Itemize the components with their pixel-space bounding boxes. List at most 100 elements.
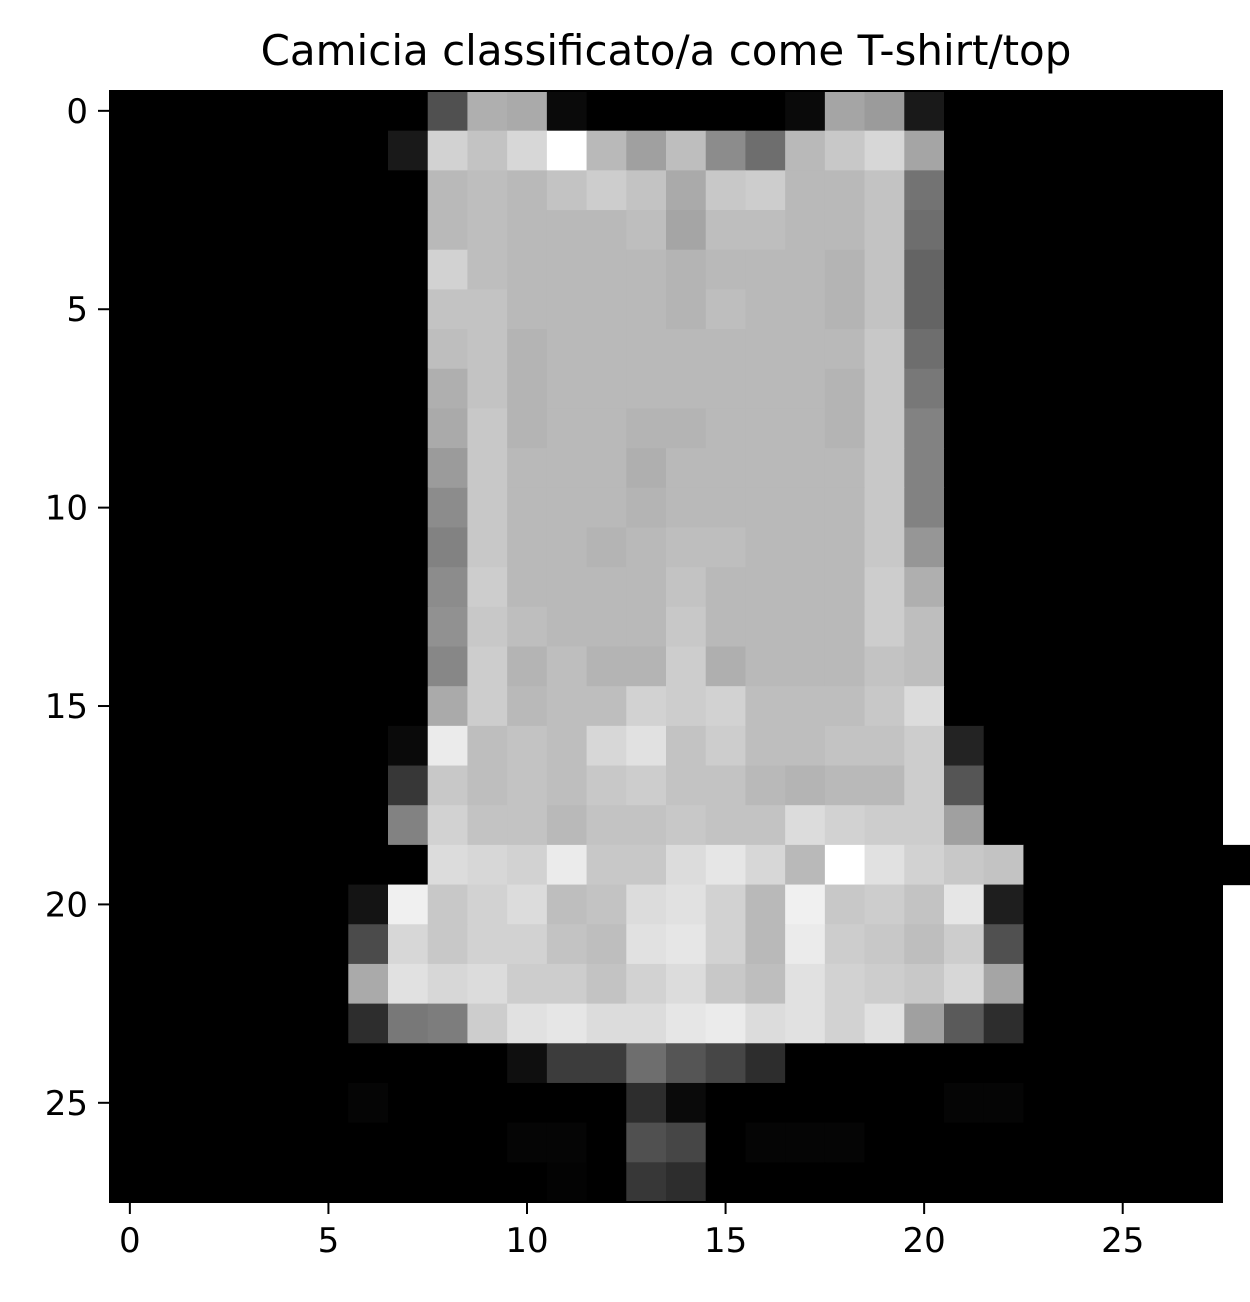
pixel-cell — [586, 170, 627, 211]
pixel-cell — [705, 1162, 747, 1203]
pixel-cell — [666, 1082, 707, 1124]
pixel-cell — [1142, 448, 1183, 489]
pixel-cell — [586, 924, 627, 965]
pixel-cell — [189, 1082, 230, 1124]
pixel-cell — [586, 1082, 627, 1124]
pixel-cell — [507, 368, 548, 410]
pixel-cell — [388, 170, 429, 211]
pixel-cell — [110, 805, 151, 846]
pixel-cell — [348, 1122, 389, 1163]
pixel-cell — [546, 448, 588, 489]
pixel-cell — [149, 448, 191, 489]
pixel-cell — [467, 606, 508, 648]
pixel-cell — [348, 646, 389, 687]
pixel-cell — [348, 924, 389, 965]
pixel-cell — [626, 1043, 667, 1084]
pixel-cell — [626, 487, 667, 529]
pixel-cell — [308, 448, 349, 489]
pixel-cell — [467, 210, 508, 251]
pixel-cell — [149, 924, 191, 965]
pixel-cell — [983, 646, 1025, 687]
pixel-cell — [189, 1043, 230, 1084]
pixel-cell — [705, 884, 747, 925]
pixel-cell — [467, 646, 508, 687]
pixel-cell — [586, 606, 627, 648]
pixel-cell — [229, 448, 270, 489]
pixel-cell — [348, 1043, 389, 1084]
pixel-cell — [864, 170, 905, 211]
pixel-cell — [388, 567, 429, 608]
pixel-cell — [149, 1043, 191, 1084]
pixel-cell — [268, 844, 310, 886]
pixel-cell — [824, 289, 866, 330]
pixel-cell — [944, 725, 985, 767]
pixel-cell — [388, 1082, 429, 1124]
pixel-cell — [824, 924, 866, 965]
pixel-cell — [824, 884, 866, 925]
pixel-cell — [268, 1082, 310, 1124]
pixel-cell — [586, 487, 627, 529]
pixel-cell — [666, 408, 707, 449]
pixel-cell — [666, 368, 707, 410]
pixel-cell — [546, 249, 588, 290]
pixel-cell — [427, 210, 469, 251]
pixel-cell — [824, 844, 866, 886]
pixel-cell — [1023, 448, 1064, 489]
pixel-cell — [546, 408, 588, 449]
pixel-cell — [1063, 289, 1104, 330]
pixel-cell — [467, 91, 508, 132]
pixel-cell — [546, 368, 588, 410]
pixel-cell — [1102, 210, 1144, 251]
pixel-cell — [745, 368, 786, 410]
pixel-cell — [705, 1003, 747, 1044]
pixel-cell — [149, 805, 191, 846]
pixel-cell — [824, 1003, 866, 1044]
pixel-cell — [110, 765, 151, 806]
pixel-cell — [1142, 329, 1183, 370]
pixel-cell — [586, 210, 627, 251]
pixel-cell — [944, 567, 985, 608]
pixel-cell — [467, 686, 508, 727]
pixel-cell — [1142, 725, 1183, 767]
pixel-cell — [308, 963, 349, 1005]
y-axis: 0 5 10 15 20 25 — [45, 92, 110, 1124]
pixel-cell — [348, 249, 389, 290]
pixel-cell — [785, 765, 826, 806]
pixel-cell — [1142, 924, 1183, 965]
pixel-cell — [824, 408, 866, 449]
pixel-cell — [110, 646, 151, 687]
pixel-cell — [745, 170, 786, 211]
pixel-cell — [507, 1162, 548, 1203]
pixel-cell — [388, 527, 429, 568]
pixel-cell — [1063, 646, 1104, 687]
pixel-cell — [666, 527, 707, 568]
pixel-cell — [189, 567, 230, 608]
pixel-cell — [546, 1003, 588, 1044]
pixel-cell — [1142, 1003, 1183, 1044]
pixel-cell — [229, 368, 270, 410]
pixel-cell — [864, 963, 905, 1005]
pixel-cell — [467, 725, 508, 767]
pixel-cell — [507, 924, 548, 965]
pixel-cell — [626, 606, 667, 648]
pixel-cell — [467, 1043, 508, 1084]
pixel-cell — [229, 646, 270, 687]
pixel-cell — [467, 844, 508, 886]
pixel-cell — [110, 91, 151, 132]
pixel-cell — [1142, 408, 1183, 449]
pixel-cell — [507, 1082, 548, 1124]
pixel-cell — [110, 1162, 151, 1203]
pixel-cell — [824, 210, 866, 251]
pixel-cell — [189, 844, 230, 886]
pixel-cell — [308, 408, 349, 449]
pixel-cell — [388, 606, 429, 648]
pixel-cell — [626, 725, 667, 767]
pixel-cell — [268, 606, 310, 648]
pixel-cell — [268, 130, 310, 171]
pixel-cell — [149, 1082, 191, 1124]
pixel-cell — [110, 844, 151, 886]
pixel-cell — [944, 130, 985, 171]
pixel-cell — [983, 1122, 1025, 1163]
pixel-cell — [1182, 686, 1223, 727]
pixel-cell — [308, 487, 349, 529]
